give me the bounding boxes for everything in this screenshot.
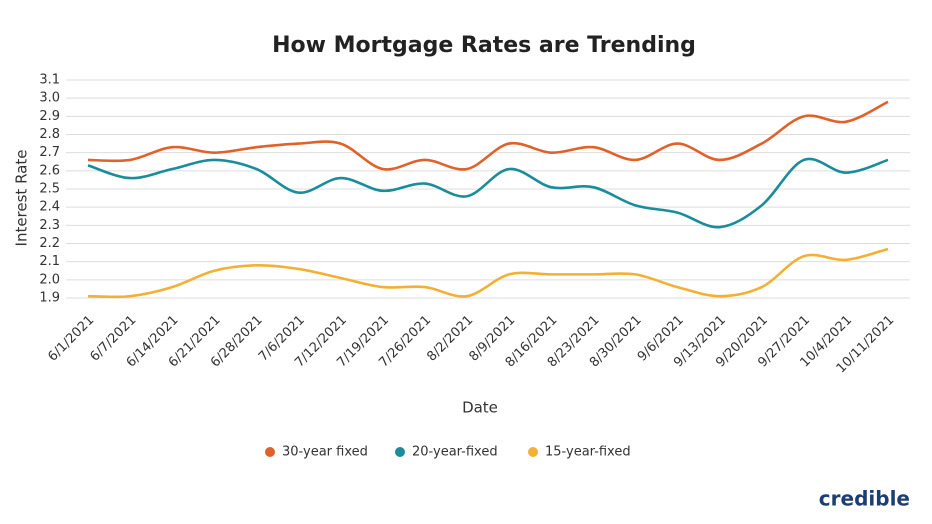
- x-axis-title: Date: [462, 399, 498, 417]
- y-tick-label: 2.5: [39, 182, 60, 197]
- brand-logo: credible: [819, 487, 910, 511]
- y-tick-label: 3.1: [39, 73, 60, 88]
- legend-label: 20-year-fixed: [412, 445, 498, 460]
- series-line: [87, 157, 889, 229]
- y-tick-label: 2.7: [39, 145, 60, 160]
- legend-label: 15-year-fixed: [545, 445, 631, 460]
- y-tick-label: 2.6: [39, 163, 60, 178]
- y-tick-label: 2.0: [39, 272, 60, 287]
- legend-label: 30-year fixed: [282, 445, 368, 460]
- y-axis-title: Interest Rate: [13, 150, 31, 247]
- y-tick-label: 1.9: [39, 291, 60, 306]
- legend-marker: [265, 447, 275, 457]
- y-tick-label: 2.4: [39, 200, 60, 215]
- series-line: [87, 100, 889, 171]
- y-tick-label: 2.1: [39, 254, 60, 269]
- y-tick-label: 2.8: [39, 127, 60, 142]
- y-tick-label: 2.9: [39, 109, 60, 124]
- chart-title: How Mortgage Rates are Trending: [272, 33, 696, 58]
- y-tick-label: 2.3: [39, 218, 60, 233]
- series-line: [87, 247, 889, 299]
- y-tick-label: 3.0: [39, 91, 60, 106]
- y-tick-label: 2.2: [39, 236, 60, 251]
- legend-marker: [528, 447, 538, 457]
- legend-marker: [395, 447, 405, 457]
